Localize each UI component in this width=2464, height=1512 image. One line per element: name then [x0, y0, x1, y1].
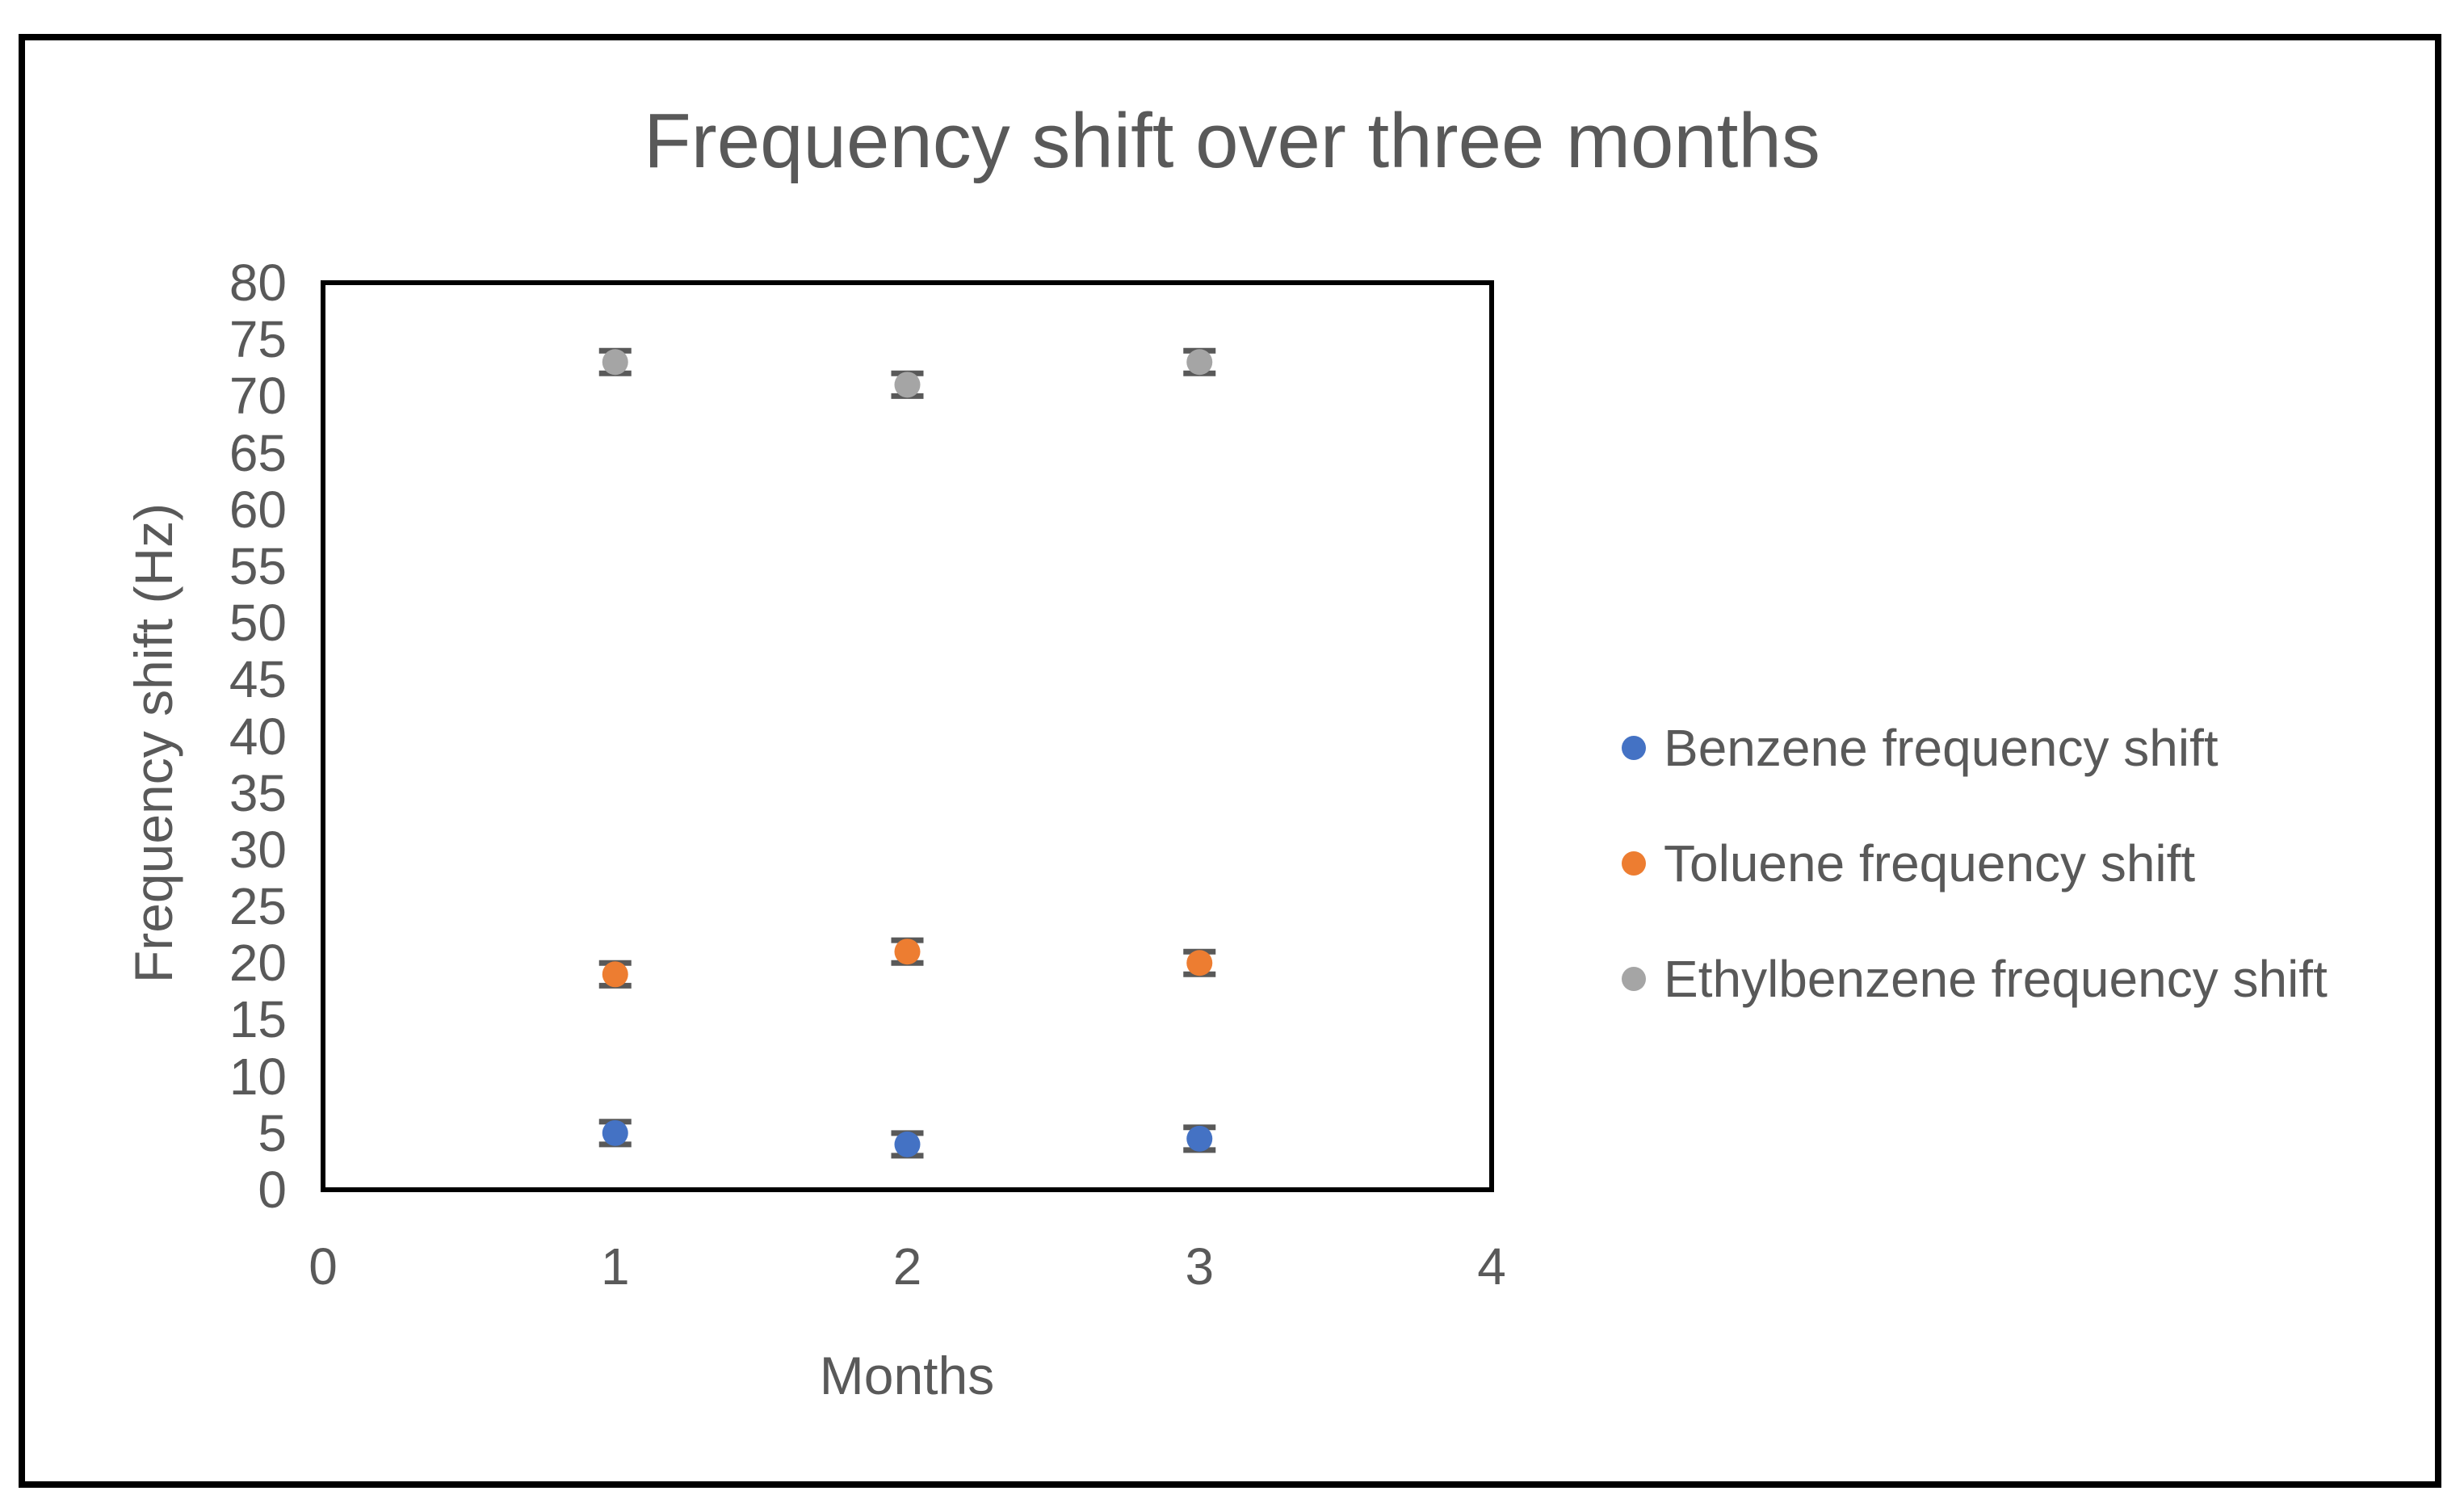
- x-tick-label: 3: [1185, 1237, 1215, 1296]
- y-tick-label: 20: [229, 934, 287, 993]
- x-tick-label: 1: [600, 1237, 630, 1296]
- y-tick-label: 55: [229, 536, 287, 595]
- x-tick-label: 4: [1477, 1237, 1506, 1296]
- legend-label: Ethylbenzene frequency shift: [1664, 949, 2328, 1008]
- y-tick-label: 15: [229, 990, 287, 1049]
- data-point-series-2: [894, 372, 921, 398]
- legend-item-2: Ethylbenzene frequency shift: [1622, 921, 2328, 1036]
- legend-marker-icon: [1622, 850, 1646, 876]
- y-tick-label: 75: [229, 310, 287, 369]
- data-point-series-2: [1186, 349, 1213, 376]
- data-point-series-0: [1186, 1125, 1213, 1152]
- y-tick-label: 35: [229, 763, 287, 822]
- data-point-series-1: [602, 961, 628, 988]
- y-tick-label: 10: [229, 1047, 287, 1106]
- y-axis-title: Frequency shift (Hz): [124, 502, 183, 984]
- legend-label: Benzene frequency shift: [1664, 718, 2218, 777]
- data-point-series-0: [894, 1131, 921, 1157]
- y-tick-label: 80: [229, 254, 287, 312]
- legend-label: Toluene frequency shift: [1664, 834, 2196, 892]
- data-point-series-0: [602, 1119, 628, 1146]
- x-tick-label: 0: [309, 1237, 338, 1296]
- y-tick-label: 65: [229, 423, 287, 482]
- y-tick-label: 5: [258, 1103, 287, 1162]
- x-tick-label: 2: [892, 1237, 922, 1296]
- data-point-series-1: [1186, 950, 1213, 976]
- x-axis-title: Months: [819, 1346, 995, 1405]
- legend-item-1: Toluene frequency shift: [1622, 805, 2328, 921]
- legend: Benzene frequency shift Toluene frequency…: [1622, 690, 2328, 1036]
- y-tick-label: 60: [229, 480, 287, 539]
- y-tick-label: 40: [229, 707, 287, 766]
- y-tick-label: 25: [229, 877, 287, 936]
- legend-item-0: Benzene frequency shift: [1622, 690, 2328, 805]
- plot-frame: [321, 280, 1494, 1192]
- legend-marker-icon: [1622, 735, 1646, 760]
- y-tick-label: 70: [229, 367, 287, 426]
- data-point-series-1: [894, 939, 921, 965]
- y-tick-label: 0: [258, 1161, 287, 1219]
- data-point-series-2: [602, 349, 628, 376]
- chart-border: [19, 34, 2441, 1488]
- chart-title: Frequency shift over three months: [644, 98, 1820, 184]
- y-tick-label: 50: [229, 594, 287, 653]
- y-tick-label: 45: [229, 650, 287, 709]
- legend-marker-icon: [1622, 966, 1646, 991]
- y-tick-label: 30: [229, 820, 287, 879]
